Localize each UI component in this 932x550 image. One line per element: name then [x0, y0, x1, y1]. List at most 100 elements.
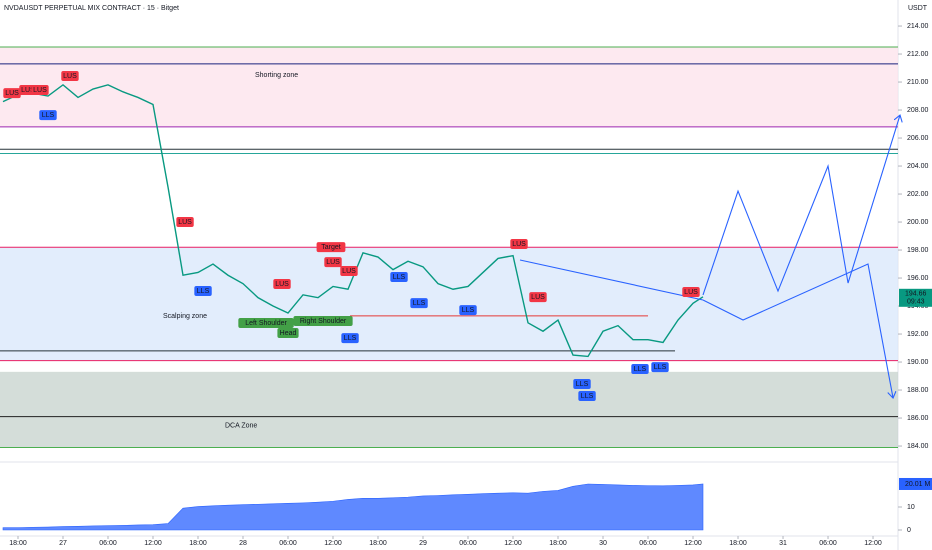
- x-tick-label: 29: [419, 540, 427, 547]
- signal-label: LLS: [462, 307, 475, 314]
- x-tick-label: 27: [59, 540, 67, 547]
- x-tick-label: 18:00: [189, 540, 207, 547]
- volume-area: [2, 483, 704, 531]
- signal-marker: [316, 242, 346, 253]
- signal-label: LLS: [393, 274, 406, 281]
- y-tick-label: 212.00: [907, 51, 929, 58]
- y-tick-label: 200.00: [907, 219, 929, 226]
- zones: Shorting zone Scalping zone DCA Zone: [0, 47, 898, 448]
- main-pane: LUS LUSLUSLUSLUSLUSLUSLUSLUSLUSLUSLLSLLSL…: [0, 46, 900, 448]
- signal-marker: [682, 287, 700, 298]
- x-tick-label: 18:00: [549, 540, 567, 547]
- signal-label: Right Shoulder: [300, 318, 347, 325]
- signal-label: LUS: [21, 87, 35, 94]
- zone-label: Scalping zone: [163, 313, 207, 320]
- y-tick-label: 186.00: [907, 415, 929, 422]
- signal-marker: [529, 292, 547, 303]
- last-price-box: [899, 288, 932, 307]
- volume-last-label: 20.01 M: [905, 481, 930, 488]
- y-tick-label: 196.00: [907, 275, 929, 282]
- signal-label: LLS: [581, 393, 594, 400]
- signal-marker: [273, 279, 291, 290]
- axis-unit: USDT: [908, 5, 928, 12]
- signal-marker: [176, 217, 194, 228]
- zone: [0, 47, 898, 127]
- signal-label: LLS: [413, 300, 426, 307]
- volume-pane: 0 10 20.01 M: [2, 477, 932, 534]
- y-tick-label: 190.00: [907, 359, 929, 366]
- signal-marker: [61, 71, 79, 82]
- signal-marker: [510, 239, 528, 250]
- signal-marker: [324, 257, 342, 268]
- signal-marker: [573, 379, 591, 390]
- signal-marker: [578, 391, 596, 402]
- signal-marker: [277, 328, 299, 339]
- signal-label: LUS: [5, 90, 19, 97]
- signal-label: LUS: [178, 219, 192, 226]
- signal-marker: [340, 266, 358, 277]
- signal-label: LLS: [634, 366, 647, 373]
- y-tick-label: 184.00: [907, 443, 929, 450]
- signal-marker: [651, 362, 669, 373]
- signal-marker: [410, 298, 428, 309]
- signal-label: LLS: [197, 288, 210, 295]
- zone-label: Shorting zone: [255, 72, 298, 79]
- countdown-label: 09:43: [907, 299, 925, 306]
- signal-marker: [194, 286, 212, 297]
- signal-marker: [293, 316, 353, 327]
- zone-label: DCA Zone: [225, 422, 257, 429]
- chart-title: NVDAUSDT PERPETUAL MIX CONTRACT · 15 · B…: [4, 5, 179, 12]
- trendline: [702, 115, 900, 296]
- x-tick-label: 18:00: [9, 540, 27, 547]
- signal-marker: [31, 85, 49, 96]
- signal-label: LUS: [684, 289, 698, 296]
- signal-marker: [39, 110, 57, 121]
- y-tick-label: 210.00: [907, 79, 929, 86]
- y-tick-label: 192.00: [907, 331, 929, 338]
- signal-marker: [631, 364, 649, 375]
- signal-label: Head: [280, 330, 297, 337]
- x-tick-label: 06:00: [639, 540, 657, 547]
- signal-marker: [390, 272, 408, 283]
- x-tick-label: 06:00: [819, 540, 837, 547]
- y-tick-label: 202.00: [907, 191, 929, 198]
- zone: [0, 371, 898, 448]
- signal-marker: [3, 88, 21, 99]
- x-tick-label: 31: [779, 540, 787, 547]
- volume-last-box: [899, 477, 932, 490]
- x-tick-label: 12:00: [144, 540, 162, 547]
- x-tick-label: 18:00: [369, 540, 387, 547]
- x-tick-label: 06:00: [279, 540, 297, 547]
- axes: 184.00186.00188.00190.00192.00194.00196.…: [9, 23, 932, 547]
- signal-label: LUS: [33, 87, 47, 94]
- y-tick-label: 198.00: [907, 247, 929, 254]
- y-tick-label: 214.00: [907, 23, 929, 30]
- x-tick-label: 06:00: [459, 540, 477, 547]
- zone: [0, 247, 898, 361]
- signal-marker: [238, 317, 294, 328]
- signal-label: LUS: [275, 281, 289, 288]
- signal-label: LUS: [342, 268, 356, 275]
- signal-label: LUS: [512, 241, 526, 248]
- signal-marker: [341, 333, 359, 344]
- signal-label: LLS: [344, 335, 357, 342]
- signal-label: LLS: [576, 381, 589, 388]
- y-tick-label: 188.00: [907, 387, 929, 394]
- y-tick-label: 204.00: [907, 163, 929, 170]
- x-tick-label: 30: [599, 540, 607, 547]
- last-price-label: 194.66: [905, 291, 927, 298]
- y-tick-label: 206.00: [907, 135, 929, 142]
- x-tick-label: 12:00: [324, 540, 342, 547]
- x-tick-label: 12:00: [504, 540, 522, 547]
- y-tick-label: 208.00: [907, 107, 929, 114]
- signal-label: LUS: [531, 294, 545, 301]
- signal-label: LUS: [63, 73, 77, 80]
- signal-label: LUS: [326, 259, 340, 266]
- x-tick-label: 18:00: [729, 540, 747, 547]
- trendline: [702, 263, 893, 398]
- x-tick-label: 28: [239, 540, 247, 547]
- signal-label: LLS: [42, 112, 55, 119]
- trendline: [519, 259, 704, 301]
